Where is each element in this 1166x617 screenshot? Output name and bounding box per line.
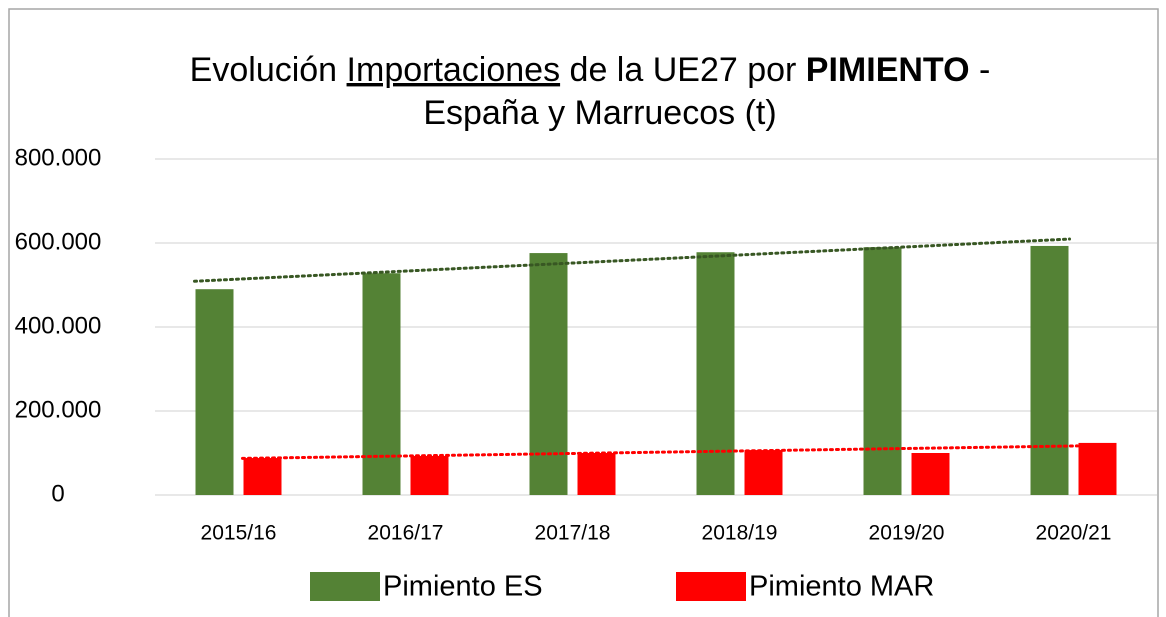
title-part: Importaciones [347,51,561,89]
title-part: Evolución [190,51,347,89]
bar [243,458,282,495]
title-part: PIMIENTO [806,51,970,89]
x-tick-label: 2019/20 [869,522,945,545]
x-tick-label: 2017/18 [535,522,611,545]
bar [529,253,568,495]
y-tick-label: 800.000 [15,144,102,171]
bar [1078,442,1117,495]
legend-swatch [676,572,746,601]
legend-swatch [310,572,380,601]
bar [577,453,616,495]
bar [362,273,401,495]
bar [696,252,735,495]
bar [911,453,950,495]
bar [195,289,234,495]
legend-label: Pimiento MAR [749,571,934,603]
bar [1030,245,1069,495]
bar [410,455,449,495]
y-tick-label: 200.000 [15,396,102,423]
title-part: de la UE27 por [560,51,806,89]
x-tick-label: 2018/19 [702,522,778,545]
y-tick-label: 400.000 [15,312,102,339]
chart-title: España y Marruecos (t) [423,94,776,132]
bar [744,450,783,495]
trendline [193,237,1071,283]
x-tick-label: 2020/21 [1036,522,1112,545]
x-tick-label: 2015/16 [201,522,277,545]
legend-label: Pimiento ES [383,571,543,603]
trendline [241,444,1079,460]
bar [863,247,902,495]
title-part: - [970,51,991,89]
y-tick-label: 600.000 [15,228,102,255]
chart-title: Evolución Importaciones de la UE27 por P… [190,51,991,89]
y-tick-label: 0 [51,480,64,507]
x-tick-label: 2016/17 [368,522,444,545]
